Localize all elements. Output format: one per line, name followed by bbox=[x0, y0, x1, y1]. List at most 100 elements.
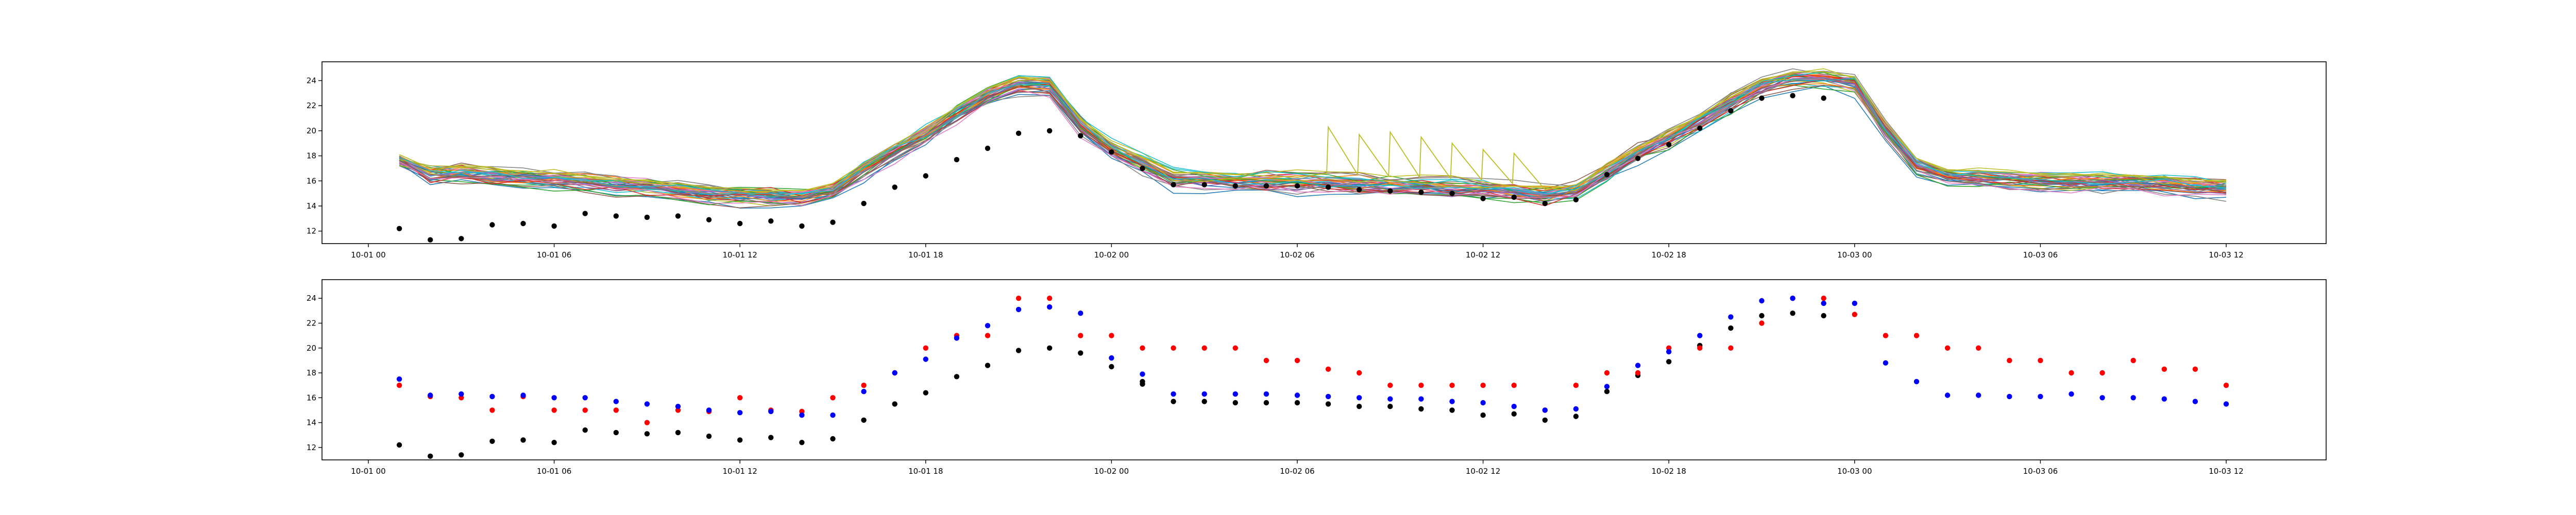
scatter-point bbox=[1604, 389, 1610, 394]
scatter-point bbox=[2069, 370, 2074, 376]
scatter-point bbox=[1171, 345, 1176, 351]
scatter-point bbox=[737, 437, 743, 443]
scatter-point bbox=[1171, 399, 1176, 404]
scatter-point bbox=[1480, 412, 1486, 418]
scatter-point bbox=[1697, 333, 1703, 338]
observed-point bbox=[1325, 184, 1331, 190]
observed-point bbox=[1418, 190, 1424, 195]
scatter-point bbox=[428, 392, 433, 398]
observed-point bbox=[1666, 142, 1672, 147]
scatter-point bbox=[1201, 391, 1207, 397]
sawtooth-member-line bbox=[399, 71, 2227, 192]
scatter-point bbox=[892, 401, 897, 407]
scatter-point bbox=[1357, 370, 1362, 376]
scatter-point bbox=[861, 417, 867, 423]
scatter-point bbox=[1480, 400, 1486, 406]
observed-point bbox=[1263, 183, 1269, 189]
scatter-point bbox=[1357, 395, 1362, 401]
scatter-point bbox=[1604, 370, 1610, 376]
scatter-point bbox=[892, 370, 897, 376]
observed-point bbox=[1171, 182, 1176, 187]
y-tick-label: 16 bbox=[307, 176, 316, 185]
scatter-point bbox=[1666, 359, 1672, 365]
scatter-point bbox=[1821, 300, 1826, 306]
scatter-point bbox=[1604, 384, 1610, 389]
scatter-point bbox=[1140, 379, 1145, 385]
scatter-point bbox=[489, 407, 495, 413]
y-tick-label: 12 bbox=[307, 443, 316, 452]
observed-point bbox=[582, 211, 588, 216]
scatter-point bbox=[1697, 345, 1703, 351]
series-1 bbox=[396, 296, 2229, 425]
scatter-point bbox=[1666, 349, 1672, 355]
scatter-point bbox=[1015, 348, 1022, 353]
scatter-point bbox=[1387, 404, 1393, 409]
scatter-point bbox=[1449, 407, 1455, 413]
scatter-point bbox=[1913, 379, 1920, 385]
observed-point bbox=[830, 219, 836, 225]
plot-area bbox=[396, 296, 2229, 459]
scatter-point bbox=[2007, 357, 2012, 364]
ensemble-member-line bbox=[399, 79, 2227, 207]
x-tick-label: 10-03 12 bbox=[2209, 250, 2243, 260]
scatter-point bbox=[1883, 360, 1889, 366]
observed-point bbox=[1449, 191, 1455, 196]
scatter-point bbox=[1263, 400, 1269, 406]
scatter-point bbox=[1140, 371, 1145, 377]
x-tick-label: 10-02 18 bbox=[1651, 467, 1686, 476]
x-tick-label: 10-02 00 bbox=[1094, 250, 1129, 260]
scatter-point bbox=[613, 399, 619, 404]
scatter-point bbox=[1635, 370, 1641, 376]
observed-point bbox=[1294, 183, 1300, 189]
scatter-point bbox=[861, 383, 867, 388]
scatter-point bbox=[1418, 383, 1424, 388]
ensemble-temperature-axes: 12 14 16 18 20 22 24 10-01 00 10-01 06 10-01 12 10… bbox=[307, 61, 2327, 260]
scatter-point bbox=[1573, 406, 1579, 412]
observed-point bbox=[396, 226, 402, 231]
observed-point bbox=[1078, 133, 1083, 139]
observed-point bbox=[1604, 171, 1610, 178]
scatter-point bbox=[830, 436, 836, 442]
scatter-point bbox=[2192, 399, 2198, 404]
series-2 bbox=[396, 296, 2229, 418]
scatter-point bbox=[396, 383, 402, 388]
scatter-point bbox=[1294, 357, 1300, 364]
scatter-point bbox=[706, 433, 712, 439]
scatter-point bbox=[2161, 396, 2167, 402]
scatter-point bbox=[551, 440, 557, 445]
scatter-point bbox=[2161, 366, 2167, 372]
scatter-point bbox=[768, 435, 774, 440]
scatter-point bbox=[2223, 383, 2229, 388]
y-tick-label: 14 bbox=[307, 418, 316, 427]
x-tick-label: 10-01 12 bbox=[722, 250, 757, 260]
x-tick-label: 10-01 12 bbox=[722, 467, 757, 476]
observed-point bbox=[1387, 188, 1393, 194]
x-tick-label: 10-02 12 bbox=[1466, 467, 1500, 476]
scatter-point bbox=[582, 407, 588, 413]
y-tick-label: 12 bbox=[307, 227, 316, 236]
scatter-point bbox=[613, 430, 619, 436]
scatter-point bbox=[1449, 399, 1455, 404]
y-tick-label: 24 bbox=[307, 76, 316, 85]
scatter-point bbox=[1666, 345, 1672, 351]
observed-point bbox=[1542, 200, 1548, 207]
observed-point bbox=[675, 213, 681, 219]
observed-point bbox=[1480, 196, 1486, 201]
scatter-point bbox=[1759, 313, 1765, 319]
scatter-point bbox=[706, 407, 712, 413]
scatter-point bbox=[768, 408, 774, 415]
scatter-point bbox=[459, 452, 464, 458]
observed-point bbox=[892, 184, 897, 190]
scatter-point bbox=[551, 407, 557, 413]
ensemble-member-line bbox=[399, 78, 2227, 198]
x-tick-label: 10-01 06 bbox=[537, 467, 571, 476]
scatter-point bbox=[675, 430, 681, 436]
x-tick-label: 10-01 18 bbox=[908, 467, 943, 476]
scatter-point bbox=[1728, 345, 1734, 351]
y-tick-label: 24 bbox=[307, 294, 316, 303]
scatter-point bbox=[2038, 357, 2043, 364]
scatter-point bbox=[1759, 320, 1765, 326]
scatter-point bbox=[1821, 313, 1826, 319]
observed-point bbox=[1728, 108, 1734, 114]
